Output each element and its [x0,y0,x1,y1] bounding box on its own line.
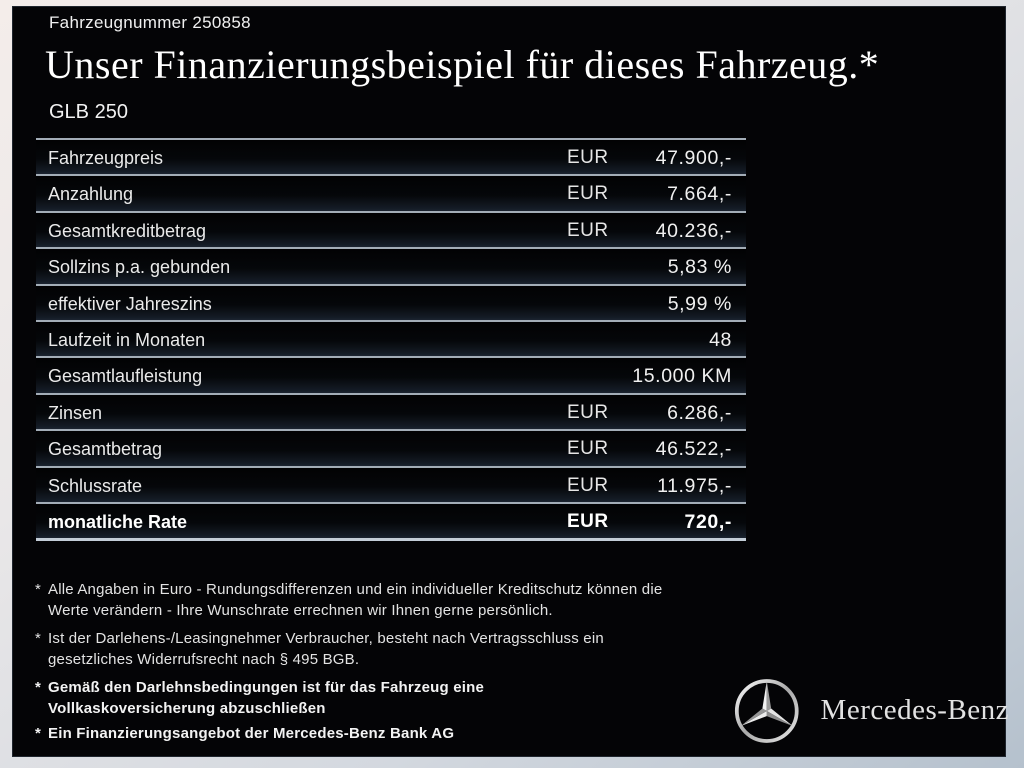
footnote-marker: * [35,630,42,647]
finance-sheet-panel: Fahrzeugnummer 250858 Unser Finanzierung… [12,6,1009,758]
vehicle-number: Fahrzeugnummer 250858 [49,13,251,32]
row-value: 47.900,- [655,147,732,169]
row-label: Laufzeit in Monaten [48,329,206,350]
row-label: Gesamtbetrag [48,439,163,460]
model-name: GLB 250 [49,101,128,123]
footnote: * Alle Angaben in Euro - Rundungsdiffere… [35,579,747,621]
footnote-line: Ein Finanzierungsangebot der Mercedes-Be… [48,725,455,742]
row-value: 15.000 KM [632,365,732,388]
footnote-line: Gemäß den Darlehnsbedingungen ist für da… [48,679,485,696]
table-row: Laufzeit in Monaten 48 [36,319,746,357]
row-value: 40.236,- [655,219,732,242]
brand-wordmark: Mercedes-Benz [820,694,1009,726]
row-value: 6.286,- [667,401,732,424]
footnote-text: Ist der Darlehens-/Leasingnehmer Verbrau… [48,628,604,670]
table-row: Schlussrate EUR 11.975,- [36,465,746,502]
row-value: 5,83 % [667,256,732,279]
row-label: Zinsen [48,402,103,423]
footnote-line: Ist der Darlehens-/Leasingnehmer Verbrau… [48,630,604,647]
footnote: * Gemäß den Darlehnsbedingungen ist für … [35,677,747,719]
row-currency: EUR [567,219,609,241]
table-row: Zinsen EUR 6.286,- [36,392,746,430]
finance-table: Fahrzeugpreis EUR 47.900,- Anzahlung EUR… [36,138,746,542]
row-label: Gesamtlaufleistung [48,366,203,387]
row-label: Fahrzeugpreis [48,148,164,168]
footnote-marker: * [35,725,42,742]
row-currency: EUR [567,147,609,168]
table-row: effektiver Jahreszins 5,99 % [36,283,746,320]
footnotes: * Alle Angaben in Euro - Rundungsdiffere… [35,579,747,748]
row-label: effektiver Jahreszins [48,293,212,314]
row-currency: EUR [567,510,609,532]
row-value: 46.522,- [655,438,732,461]
row-value: 5,99 % [667,292,732,315]
table-row: Gesamtkreditbetrag EUR 40.236,- [36,210,746,248]
row-currency: EUR [567,474,609,496]
row-value: 48 [709,328,732,351]
page-title: Unser Finanzierungsbeispiel für dieses F… [45,42,880,87]
footnote-marker: * [35,679,42,696]
table-row-monthly-rate: monatliche Rate EUR 720,- [36,501,746,539]
footnote: * Ist der Darlehens-/Leasingnehmer Verbr… [35,628,747,670]
row-value: 720,- [684,510,732,533]
row-currency: EUR [567,401,609,423]
footnote-text: Gemäß den Darlehnsbedingungen ist für da… [48,677,484,719]
row-value: 7.664,- [667,183,732,206]
row-value: 11.975,- [657,474,732,497]
row-label: Schlussrate [48,475,143,496]
table-row: Gesamtlaufleistung 15.000 KM [36,356,746,393]
footnote: * Ein Finanzierungsangebot der Mercedes-… [35,723,747,744]
row-currency: EUR [567,438,609,460]
brand-area: Mercedes-Benz [719,663,1009,758]
footnote-line: Alle Angaben in Euro - Rundungsdifferenz… [48,581,663,598]
row-label: Anzahlung [48,184,134,205]
mercedes-star-icon [734,678,799,743]
row-label: Sollzins p.a. gebunden [48,257,231,278]
footnote-line: Werte verändern - Ihre Wunschrate errech… [48,602,553,619]
footnote-text: Alle Angaben in Euro - Rundungsdifferenz… [48,579,662,621]
table-row: Anzahlung EUR 7.664,- [36,174,746,211]
table-row: Fahrzeugpreis EUR 47.900,- [36,138,746,175]
row-currency: EUR [567,183,609,205]
footnote-line: Vollkaskoversicherung abzuschließen [48,700,326,717]
row-label: monatliche Rate [48,511,188,532]
table-row: Sollzins p.a. gebunden 5,83 % [36,247,746,284]
footnote-marker: * [35,581,42,598]
table-row: Gesamtbetrag EUR 46.522,- [36,429,746,466]
row-label: Gesamtkreditbetrag [48,220,207,241]
footnote-text: Ein Finanzierungsangebot der Mercedes-Be… [48,723,454,744]
footnote-line: gesetzliches Widerrufsrecht nach § 495 B… [48,651,360,668]
